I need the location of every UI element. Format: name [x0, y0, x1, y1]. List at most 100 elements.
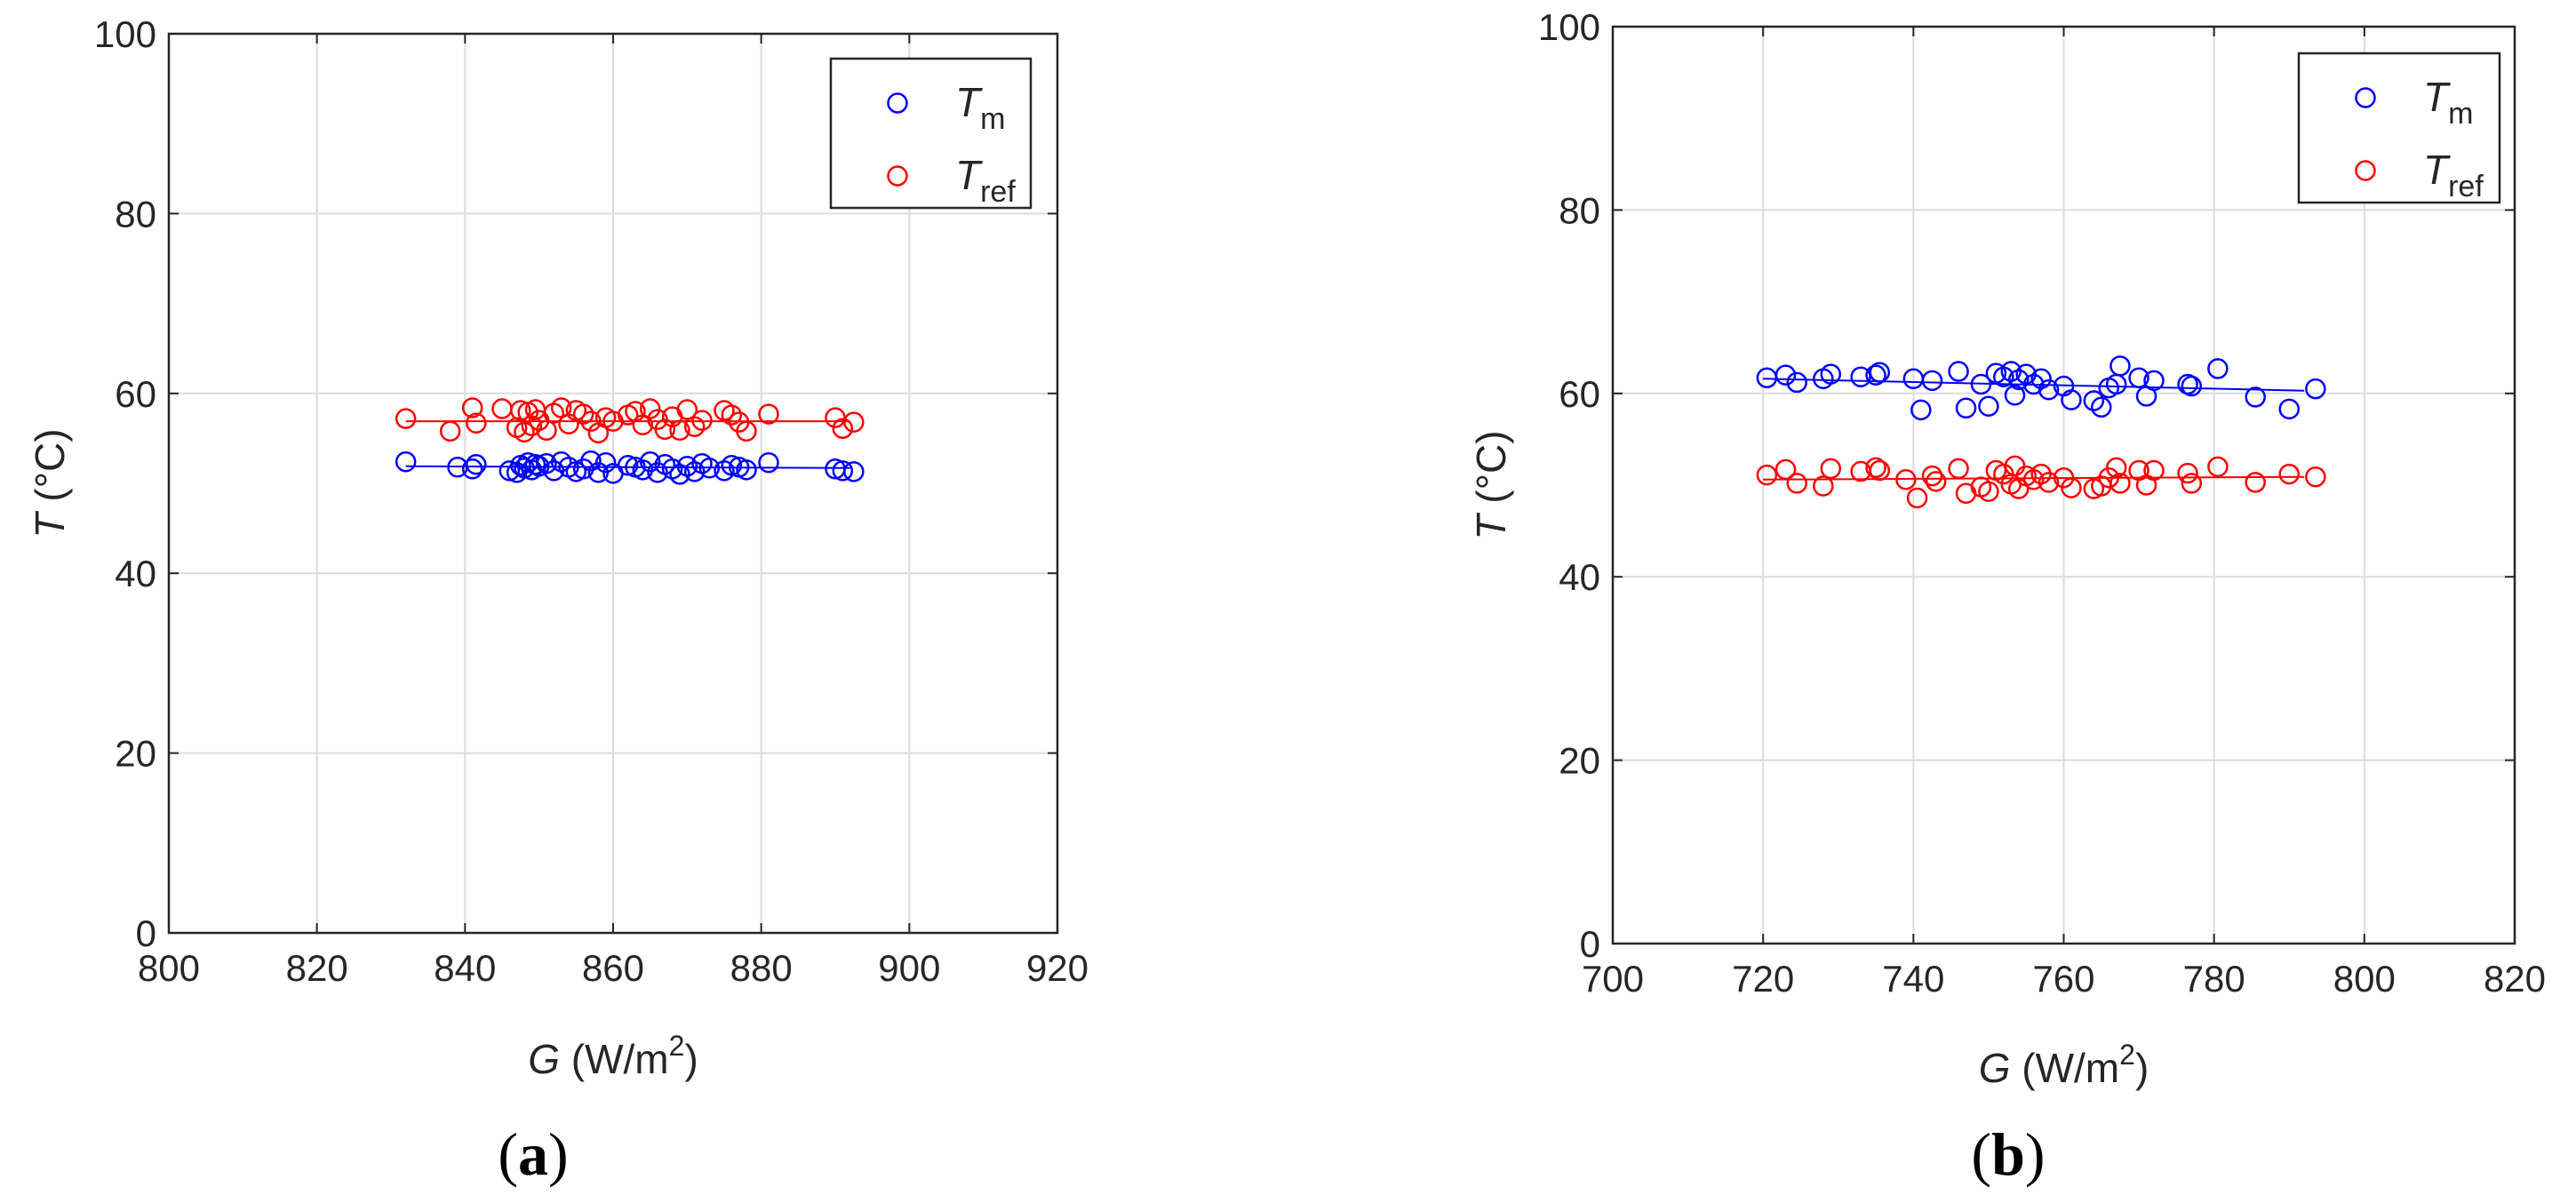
x-tick-label: 900 — [878, 947, 940, 989]
x-tick-label: 740 — [1882, 958, 1944, 1000]
data-point-Tm — [461, 458, 483, 480]
legend-label-Tref: Tref — [955, 152, 1016, 209]
data-point-Tm — [1955, 397, 1977, 419]
data-point-Tref — [654, 418, 676, 441]
data-point-Tm — [2030, 368, 2052, 390]
legend-label-Tm: Tm — [955, 79, 1005, 136]
panel-label-letter: b — [1991, 1120, 2025, 1188]
data-point-Tm — [1948, 361, 1969, 382]
panel-label-close: ) — [2025, 1120, 2046, 1188]
legend-marker-Tm — [887, 92, 908, 114]
y-tick-label: 100 — [94, 13, 156, 55]
x-axis-label: G (W/m2) — [528, 1030, 698, 1082]
data-point-Tm — [2038, 378, 2060, 401]
data-point-Tm — [1869, 362, 1891, 383]
data-point-Tref — [843, 411, 865, 433]
x-tick-label: 920 — [1026, 947, 1089, 989]
data-point-Tref — [1948, 458, 1969, 480]
x-axis-label-var: G — [528, 1036, 560, 1082]
legend-label-sub: m — [980, 102, 1005, 136]
y-axis-label: T (°C) — [1468, 430, 1514, 539]
data-point-Tref — [1786, 473, 1807, 494]
data-point-Tref — [2038, 472, 2060, 493]
data-point-Tref — [736, 420, 757, 442]
data-point-Tref — [466, 412, 487, 434]
y-tick-label: 20 — [1559, 740, 1600, 782]
data-point-Tm — [580, 450, 602, 472]
x-axis-label-unit: (W/m — [560, 1036, 669, 1082]
data-point-Tm — [2004, 385, 2026, 406]
data-point-Tm — [1820, 363, 1842, 385]
data-point-Tm — [2083, 390, 2105, 411]
data-point-Tm — [2128, 367, 2149, 389]
data-point-Tm — [2207, 358, 2229, 379]
data-point-Tref — [1813, 475, 1834, 497]
data-point-Tm — [2278, 398, 2300, 420]
data-point-Tm — [721, 455, 743, 476]
data-point-Tref — [514, 421, 535, 443]
data-point-Tref — [1774, 458, 1797, 481]
y-tick-label: 100 — [1538, 6, 1600, 48]
data-point-Tref — [721, 404, 743, 426]
data-point-Tref — [1925, 471, 1947, 492]
data-point-Tm — [1978, 395, 1999, 417]
x-axis-label-close: ) — [2135, 1045, 2149, 1091]
data-point-Tm — [466, 453, 487, 475]
data-point-Tref — [1820, 458, 1842, 480]
data-point-Tm — [514, 458, 535, 479]
data-point-Tm — [1970, 373, 1992, 395]
x-axis-label-sup: 2 — [2119, 1039, 2135, 1071]
data-point-Tm — [1910, 399, 1932, 421]
data-point-Tm — [843, 461, 865, 482]
x-axis-label-unit: (W/m — [2011, 1045, 2120, 1091]
legend-label-Tref: Tref — [2423, 147, 2484, 203]
data-point-Tref — [2177, 462, 2198, 484]
panel-label: (b) — [1971, 1120, 2045, 1188]
data-point-Tref — [439, 420, 461, 442]
data-point-Tref — [2245, 472, 2266, 493]
legend-label-sub: m — [2448, 97, 2473, 131]
x-axis-label: G (W/m2) — [1979, 1039, 2149, 1091]
data-point-Tm — [498, 460, 521, 482]
data-point-Tref — [461, 397, 483, 418]
data-point-Tref — [1906, 487, 1928, 509]
data-point-Tref — [691, 410, 713, 431]
legend: Tm Tref — [2297, 52, 2501, 204]
data-point-Tref — [2143, 459, 2165, 482]
data-point-Tref — [510, 400, 531, 421]
x-tick-label: 720 — [1732, 958, 1794, 1000]
legend-label-main: T — [2423, 147, 2451, 193]
data-point-Tref — [572, 403, 594, 425]
data-point-Tref — [2109, 473, 2131, 494]
data-point-Tm — [1774, 364, 1797, 386]
data-point-Tref — [2278, 463, 2300, 485]
legend-box — [2297, 52, 2501, 204]
panel-label-open: ( — [1971, 1120, 1991, 1188]
y-axis-label-var: T — [1468, 513, 1514, 540]
y-axis-label-unit: (°C) — [1468, 430, 1514, 514]
x-tick-label: 820 — [286, 947, 348, 989]
legend-marker-Tref — [2355, 160, 2376, 181]
legend-label-Tm: Tm — [2423, 74, 2473, 131]
y-tick-label: 60 — [115, 373, 156, 415]
panel-label-letter: a — [518, 1120, 548, 1188]
data-point-Tref — [669, 419, 690, 442]
data-point-Tm — [758, 451, 779, 474]
data-point-Tm — [617, 455, 639, 476]
legend-label-main: T — [955, 79, 983, 125]
y-tick-label: 40 — [115, 553, 156, 594]
legend-marker-Tm — [2355, 87, 2376, 108]
data-point-Tref — [2181, 473, 2203, 494]
y-axis-label-unit: (°C) — [27, 428, 73, 513]
legend-label-main: T — [955, 152, 983, 198]
x-tick-label: 700 — [1582, 958, 1644, 1000]
data-point-Tm — [1865, 364, 1886, 386]
data-point-Tm — [832, 460, 854, 482]
x-tick-label: 840 — [434, 947, 496, 989]
data-point-Tref — [1869, 459, 1891, 482]
data-point-Tm — [2245, 386, 2266, 408]
data-point-Tref — [395, 408, 417, 429]
data-point-Tm — [395, 450, 417, 473]
data-point-Tref — [1756, 464, 1778, 486]
data-point-Tm — [2305, 378, 2326, 400]
